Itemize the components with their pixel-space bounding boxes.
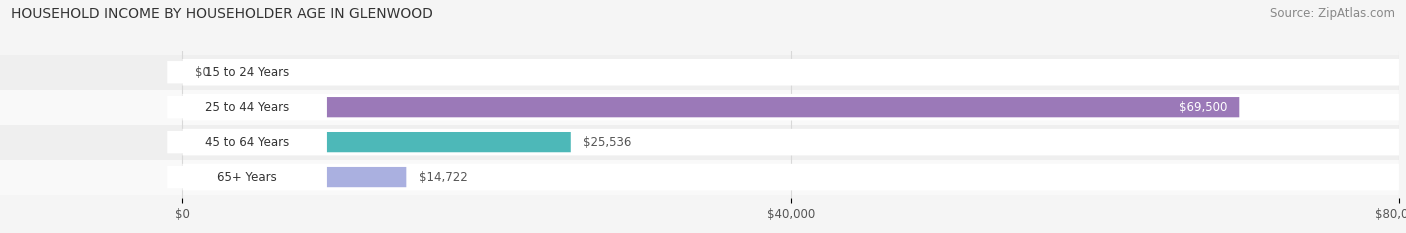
- FancyBboxPatch shape: [0, 55, 1399, 90]
- FancyBboxPatch shape: [183, 132, 571, 152]
- FancyBboxPatch shape: [167, 166, 328, 188]
- FancyBboxPatch shape: [183, 129, 1399, 155]
- Text: $0: $0: [194, 66, 209, 79]
- FancyBboxPatch shape: [167, 61, 328, 83]
- Text: HOUSEHOLD INCOME BY HOUSEHOLDER AGE IN GLENWOOD: HOUSEHOLD INCOME BY HOUSEHOLDER AGE IN G…: [11, 7, 433, 21]
- Text: $25,536: $25,536: [583, 136, 631, 149]
- FancyBboxPatch shape: [0, 125, 1399, 160]
- Text: 15 to 24 Years: 15 to 24 Years: [205, 66, 290, 79]
- FancyBboxPatch shape: [167, 96, 328, 118]
- FancyBboxPatch shape: [0, 90, 1399, 125]
- Text: 45 to 64 Years: 45 to 64 Years: [205, 136, 290, 149]
- FancyBboxPatch shape: [183, 97, 1239, 117]
- FancyBboxPatch shape: [183, 59, 1399, 86]
- Text: $14,722: $14,722: [419, 171, 467, 184]
- Text: 25 to 44 Years: 25 to 44 Years: [205, 101, 290, 114]
- FancyBboxPatch shape: [183, 94, 1399, 120]
- FancyBboxPatch shape: [0, 160, 1399, 195]
- Text: Source: ZipAtlas.com: Source: ZipAtlas.com: [1270, 7, 1395, 20]
- Text: 65+ Years: 65+ Years: [217, 171, 277, 184]
- FancyBboxPatch shape: [167, 131, 328, 153]
- FancyBboxPatch shape: [183, 164, 1399, 190]
- FancyBboxPatch shape: [183, 167, 406, 187]
- Text: $69,500: $69,500: [1178, 101, 1227, 114]
